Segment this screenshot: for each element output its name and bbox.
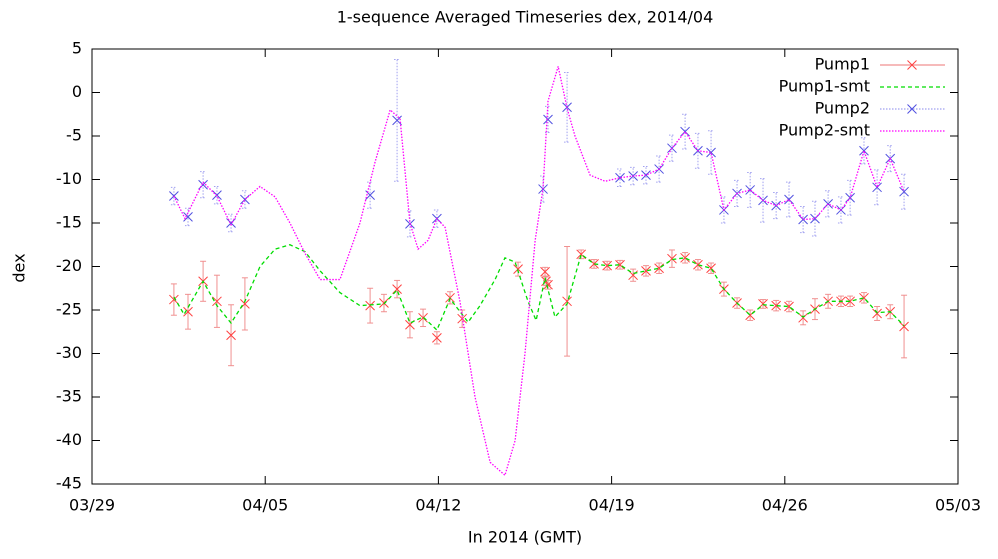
error-bar (747, 172, 754, 208)
y-tick-label: -30 (56, 343, 82, 362)
point-marker (543, 279, 553, 290)
point-marker (418, 312, 428, 323)
error-bar (564, 71, 571, 143)
legend-label: Pump2 (815, 99, 870, 118)
point-marker (654, 263, 664, 274)
point-marker (680, 252, 690, 263)
error-bar (213, 185, 220, 205)
error-bar (847, 179, 854, 216)
point-marker (859, 145, 869, 156)
legend-marker (907, 104, 917, 114)
point-marker (667, 143, 677, 154)
point-marker (872, 308, 882, 319)
point-marker (212, 296, 222, 307)
x-axis-label: In 2014 (GMT) (468, 528, 582, 547)
x-tick-label: 04/26 (762, 496, 808, 515)
point-marker (392, 115, 402, 126)
point-marker (784, 194, 794, 205)
error-bar (630, 166, 637, 186)
legend-label: Pump1-smt (779, 77, 870, 96)
smooth-line (173, 66, 905, 477)
error-bar (901, 173, 908, 210)
point-marker (543, 114, 553, 125)
point-marker (615, 259, 625, 270)
point-marker (771, 300, 781, 311)
point-marker (392, 284, 402, 294)
error-bar (433, 209, 440, 228)
point-marker (872, 182, 882, 193)
y-tick-label: -15 (56, 213, 82, 232)
point-marker (198, 179, 208, 190)
x-tick-label: 04/19 (589, 496, 635, 515)
x-tick-label: 04/12 (415, 496, 461, 515)
point-marker (899, 186, 909, 197)
legend-label: Pump1 (815, 55, 870, 74)
error-bar (185, 207, 192, 227)
legend-label: Pump2-smt (779, 121, 870, 140)
point-marker (432, 332, 442, 343)
error-bar (682, 113, 689, 150)
error-bar (170, 186, 177, 206)
point-marker (615, 172, 625, 183)
point-marker (641, 170, 651, 181)
point-marker (365, 300, 375, 311)
error-bar (874, 169, 881, 206)
error-bar (811, 200, 818, 237)
legend-marker (907, 60, 917, 70)
point-marker (899, 321, 909, 332)
error-bar (228, 213, 235, 233)
y-tick-label: -25 (56, 300, 82, 319)
y-tick-label: -35 (56, 387, 82, 406)
point-marker (226, 330, 236, 341)
chart-title: 1-sequence Averaged Timeseries dex, 2014… (337, 8, 714, 27)
point-marker (641, 265, 651, 276)
error-bar (241, 190, 248, 209)
y-tick-label: -5 (66, 126, 82, 145)
y-tick-label: -40 (56, 430, 82, 449)
point-marker (183, 306, 193, 317)
x-tick-label: 05/03 (935, 496, 981, 515)
point-marker (693, 259, 703, 270)
error-bar (694, 132, 701, 169)
error-bar (642, 165, 649, 185)
point-marker (845, 296, 855, 307)
point-marker (706, 147, 716, 158)
y-tick-label: 5 (72, 39, 82, 58)
point-marker (706, 263, 716, 274)
point-marker (798, 312, 808, 323)
y-tick-label: -45 (56, 474, 82, 493)
error-bar (617, 168, 624, 187)
y-tick-label: -10 (56, 169, 82, 188)
error-bar (786, 181, 793, 218)
smooth-line (173, 244, 905, 332)
point-marker (798, 214, 808, 225)
x-tick-label: 04/05 (242, 496, 288, 515)
point-marker (562, 296, 572, 307)
y-tick-label: 0 (72, 82, 82, 101)
y-axis-label: dex (10, 253, 29, 282)
x-tick-label: 03/29 (69, 496, 115, 515)
point-marker (169, 294, 179, 305)
point-marker (540, 266, 550, 277)
point-marker (513, 264, 523, 274)
point-marker (602, 260, 612, 271)
y-tick-label: -20 (56, 256, 82, 275)
